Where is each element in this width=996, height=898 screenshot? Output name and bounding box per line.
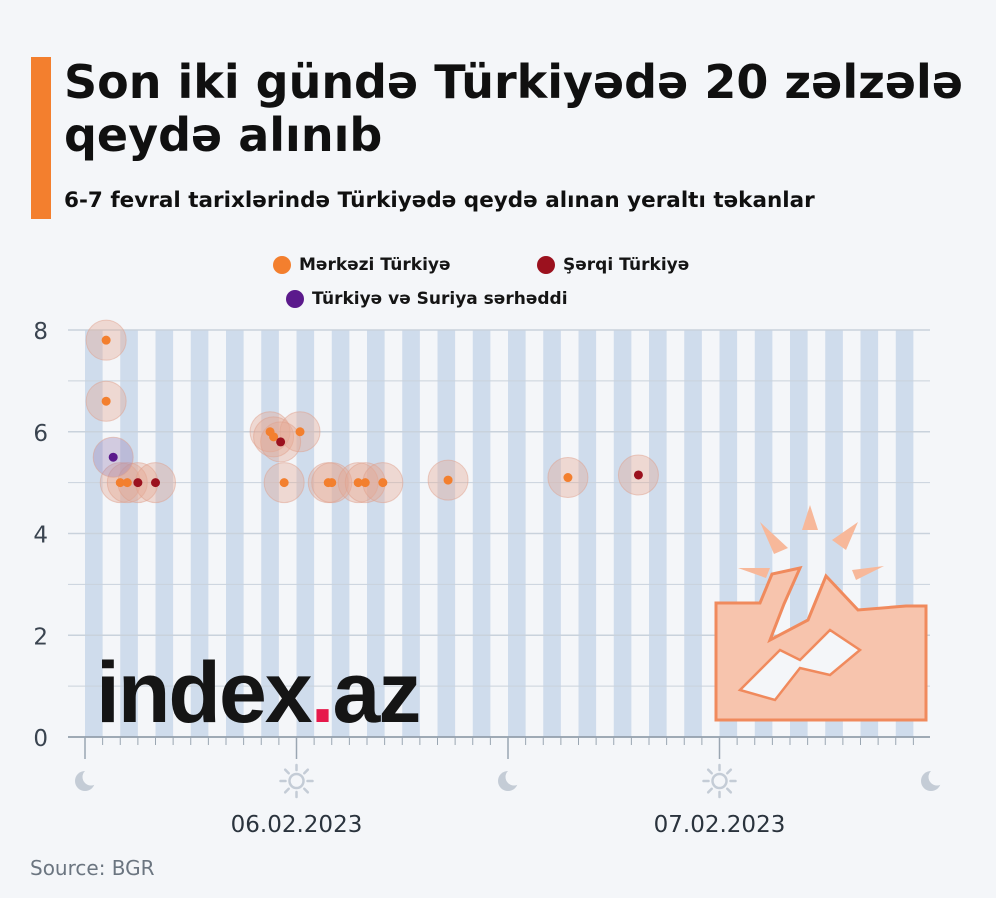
data-point-central: [115, 478, 125, 488]
y-tick-label: 8: [33, 319, 48, 345]
index-az-logo: index.az: [96, 645, 422, 741]
data-point-central: [378, 478, 388, 488]
legend-marker-central: [273, 256, 291, 274]
title-accent-bar: [31, 57, 51, 219]
source-note: Source: BGR: [30, 856, 155, 880]
page-subtitle: 6-7 fevral tarixlərində Türkiyədə qeydə …: [64, 188, 815, 213]
y-tick-label: 4: [33, 523, 48, 549]
data-point-eastern: [133, 478, 143, 488]
data-point-central: [563, 473, 573, 483]
data-point-central: [327, 478, 337, 488]
data-point-border: [108, 452, 118, 462]
x-date-label: 07.02.2023: [654, 812, 786, 838]
y-tick-label: 0: [33, 726, 48, 752]
moon-icon: [498, 768, 523, 791]
moon-icon: [921, 768, 946, 791]
sun-icon: [279, 763, 314, 799]
legend-label-central: Mərkəzi Türkiyə: [299, 255, 451, 275]
data-point-central: [353, 478, 363, 488]
legend-label-border: Türkiyə və Suriya sərhəddi: [312, 289, 568, 309]
legend-item-central: Mərkəzi Türkiyə: [273, 255, 451, 275]
sun-icon: [702, 763, 737, 799]
data-point-central: [360, 478, 370, 488]
x-date-label: 06.02.2023: [231, 812, 363, 838]
logo-dot: .: [310, 645, 335, 741]
earthquake-icon: [714, 505, 928, 722]
data-point-eastern: [276, 437, 286, 447]
data-point-central: [279, 478, 289, 488]
y-tick-label: 6: [33, 421, 48, 447]
y-tick-label: 2: [33, 624, 48, 650]
data-point-central: [101, 335, 111, 345]
logo-text-index: index: [96, 645, 313, 741]
data-point-eastern: [633, 470, 643, 480]
page-title: Son iki gündə Türkiyədə 20 zəlzələ qeydə…: [64, 55, 964, 162]
legend-item-border: Türkiyə və Suriya sərhəddi: [286, 289, 568, 309]
legend-marker-border: [286, 290, 304, 308]
data-point-central: [295, 427, 305, 437]
legend-marker-eastern: [537, 256, 555, 274]
legend-label-eastern: Şərqi Türkiyə: [563, 255, 690, 275]
moon-icon: [75, 768, 100, 791]
data-point-central: [101, 396, 111, 406]
logo-text-az: az: [332, 645, 422, 741]
legend-item-eastern: Şərqi Türkiyə: [537, 255, 689, 275]
data-point-central: [122, 478, 132, 488]
data-point-central: [443, 475, 453, 485]
data-point-eastern: [151, 478, 160, 488]
data-point-central: [269, 432, 279, 442]
